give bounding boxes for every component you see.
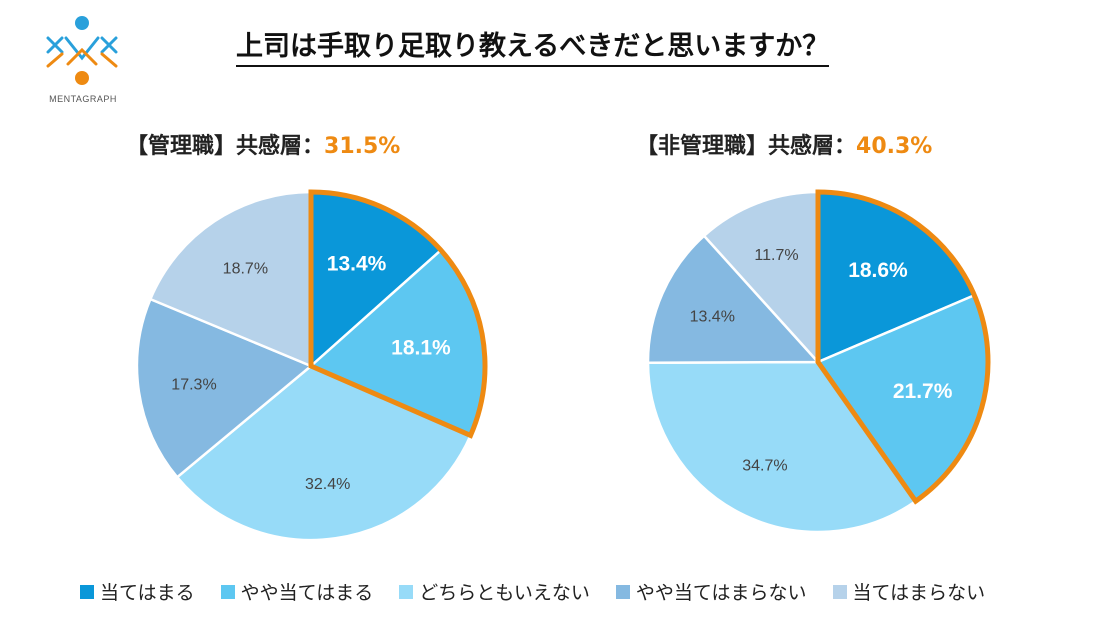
legend-item: やや当てはまる bbox=[220, 578, 374, 605]
pie-slice bbox=[646, 360, 918, 534]
legend-item: 当てはまらない bbox=[832, 578, 986, 605]
data-label: 18.7% bbox=[223, 261, 268, 278]
legend-swatch bbox=[80, 584, 94, 599]
legend-item: 当てはまる bbox=[80, 578, 195, 605]
subtitle-label: 【非管理職】共感層： bbox=[636, 134, 857, 159]
data-label: 13.4% bbox=[327, 252, 387, 275]
legend-label: どちらともいえない bbox=[419, 582, 590, 604]
legend-swatch bbox=[832, 584, 847, 599]
legend-label: 当てはまる bbox=[100, 582, 195, 604]
data-label: 32.4% bbox=[305, 476, 350, 493]
data-label: 18.6% bbox=[848, 259, 908, 282]
legend-item: やや当てはまらない bbox=[615, 578, 807, 605]
legend: 当てはまる やや当てはまる どちらともいえない やや当てはまらない 当てはまらない bbox=[80, 578, 985, 605]
legend-swatch bbox=[399, 584, 414, 599]
subtitle-percent: 31.5% bbox=[324, 134, 401, 159]
legend-label: やや当てはまる bbox=[240, 582, 374, 604]
logo-text: MENTAGRAPH bbox=[49, 94, 117, 104]
pie-slice bbox=[148, 190, 313, 368]
pie-slice bbox=[646, 234, 821, 365]
highlight-outline bbox=[308, 189, 488, 439]
logo-mark-icon bbox=[46, 16, 118, 85]
data-label: 11.7% bbox=[754, 247, 798, 264]
data-label: 13.4% bbox=[690, 308, 735, 325]
chart-subtitle-nonmanager: 【非管理職】共感層：40.3% bbox=[636, 128, 932, 160]
legend-label: やや当てはまらない bbox=[635, 582, 807, 604]
legend-swatch bbox=[220, 584, 235, 599]
data-label: 18.1% bbox=[391, 336, 451, 359]
data-label: 17.3% bbox=[171, 377, 216, 394]
chart-subtitle-manager: 【管理職】共感層：31.5% bbox=[126, 128, 400, 160]
pie-slice bbox=[175, 364, 473, 542]
mentagraph-logo: MENTAGRAPH bbox=[38, 14, 128, 106]
legend-swatch bbox=[615, 584, 630, 599]
data-label: 34.7% bbox=[742, 458, 787, 475]
data-label: 21.7% bbox=[893, 380, 953, 403]
page-title: 上司は手取り足取り教えるべきだと思いますか？ bbox=[236, 24, 830, 67]
subtitle-percent: 40.3% bbox=[856, 134, 933, 159]
legend-label: 当てはまらない bbox=[852, 582, 986, 604]
pie-slice bbox=[135, 297, 314, 479]
subtitle-label: 【管理職】共感層： bbox=[126, 134, 325, 159]
highlight-outline bbox=[815, 189, 991, 505]
legend-item: どちらともいえない bbox=[399, 578, 590, 605]
pie-slice bbox=[702, 190, 820, 366]
